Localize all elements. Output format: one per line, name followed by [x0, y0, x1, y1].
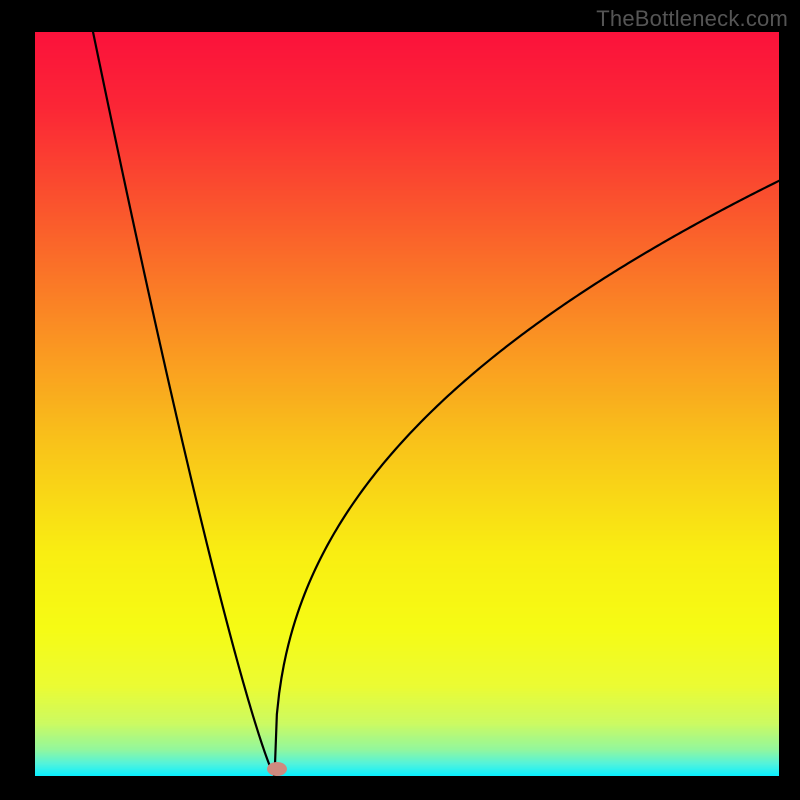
chart-frame: TheBottleneck.com — [0, 0, 800, 800]
plot-area — [35, 32, 779, 776]
watermark-text: TheBottleneck.com — [596, 6, 788, 32]
optimum-marker — [267, 762, 287, 776]
curve-layer — [35, 32, 779, 776]
bottleneck-curve — [93, 32, 779, 776]
